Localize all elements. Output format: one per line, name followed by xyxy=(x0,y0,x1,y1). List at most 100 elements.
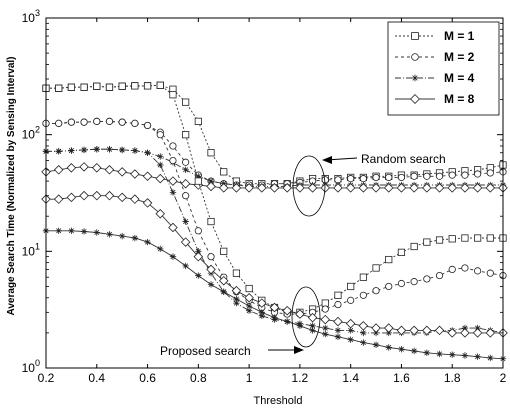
data-point xyxy=(207,149,215,157)
data-point xyxy=(410,172,418,180)
data-point xyxy=(53,165,64,175)
data-point xyxy=(347,327,354,334)
data-point xyxy=(194,227,202,235)
x-tick-label: 0.4 xyxy=(88,371,105,385)
data-point xyxy=(371,323,381,333)
data-point xyxy=(182,192,190,200)
data-point xyxy=(485,183,496,193)
data-point xyxy=(423,349,431,356)
data-point xyxy=(448,235,456,243)
data-point xyxy=(347,336,354,343)
legend-marker xyxy=(411,32,419,40)
series-random-3 xyxy=(41,162,508,193)
data-point xyxy=(307,312,318,323)
x-tick-label: 0.6 xyxy=(139,371,156,385)
data-point xyxy=(435,236,444,244)
data-point xyxy=(461,264,469,272)
data-point xyxy=(68,147,75,154)
data-point xyxy=(309,327,316,334)
x-tick-label: 2 xyxy=(500,371,507,385)
data-point xyxy=(118,232,126,240)
data-point xyxy=(93,117,101,125)
data-point xyxy=(245,302,253,310)
data-point xyxy=(372,341,380,349)
data-point xyxy=(80,146,88,154)
x-tick-label: 0.8 xyxy=(190,371,207,385)
data-point xyxy=(118,118,126,126)
data-point xyxy=(345,318,356,329)
data-point xyxy=(233,295,240,303)
data-point xyxy=(434,183,445,193)
data-point xyxy=(130,194,140,204)
data-point xyxy=(79,162,89,172)
data-point xyxy=(449,351,456,358)
data-point xyxy=(409,183,419,193)
data-point xyxy=(398,345,405,353)
random-search-ellipse xyxy=(292,155,326,217)
data-point xyxy=(322,324,329,332)
data-point xyxy=(67,83,75,91)
data-point xyxy=(486,234,494,242)
y-tick-label: 101 xyxy=(22,241,40,258)
data-point xyxy=(182,131,190,139)
series-line xyxy=(46,230,504,360)
data-point xyxy=(486,169,494,177)
data-point xyxy=(53,194,64,204)
data-point xyxy=(182,158,190,166)
random-search-arrowhead xyxy=(322,156,332,164)
data-point xyxy=(143,82,152,90)
data-point xyxy=(385,255,393,264)
data-point xyxy=(142,198,153,208)
data-point xyxy=(485,328,496,338)
data-point xyxy=(55,84,63,92)
data-point xyxy=(144,149,151,156)
data-point xyxy=(461,352,469,359)
data-point xyxy=(397,173,406,182)
data-point xyxy=(448,171,456,179)
data-point xyxy=(218,183,229,193)
legend-marker xyxy=(410,94,420,104)
data-point xyxy=(258,312,266,320)
x-tick-label: 1.2 xyxy=(292,371,309,385)
legend-marker xyxy=(411,53,419,61)
data-point xyxy=(244,292,254,303)
data-point xyxy=(359,291,367,299)
data-point xyxy=(296,322,304,329)
data-point xyxy=(169,253,177,260)
data-point xyxy=(169,156,177,165)
data-point xyxy=(245,307,253,314)
data-point xyxy=(156,131,164,139)
data-point xyxy=(155,208,166,219)
data-point xyxy=(131,119,139,127)
data-point xyxy=(307,183,318,193)
data-point xyxy=(435,172,444,180)
data-point xyxy=(233,299,240,307)
data-point xyxy=(194,177,202,185)
series-proposed-4 xyxy=(42,81,507,316)
data-point xyxy=(334,333,342,341)
data-point xyxy=(68,227,75,234)
data-point xyxy=(309,322,316,329)
data-point xyxy=(258,309,266,316)
data-point xyxy=(80,118,88,126)
legend: M = 1 M = 2 M = 4 M = 8 xyxy=(387,21,500,116)
data-point xyxy=(157,153,164,160)
data-point xyxy=(397,248,406,256)
series-proposed-5 xyxy=(42,117,507,318)
axes-frame xyxy=(45,17,504,369)
data-point xyxy=(396,183,407,193)
data-point xyxy=(461,171,469,179)
data-point xyxy=(358,321,369,331)
data-point xyxy=(334,327,342,334)
data-point xyxy=(334,291,342,299)
data-point xyxy=(397,279,406,288)
data-point xyxy=(460,328,470,338)
data-point xyxy=(486,269,494,277)
data-point xyxy=(218,275,229,286)
data-point xyxy=(117,192,127,203)
data-point xyxy=(271,314,278,321)
data-point xyxy=(169,189,177,196)
data-point xyxy=(487,354,494,362)
data-point xyxy=(182,218,189,225)
